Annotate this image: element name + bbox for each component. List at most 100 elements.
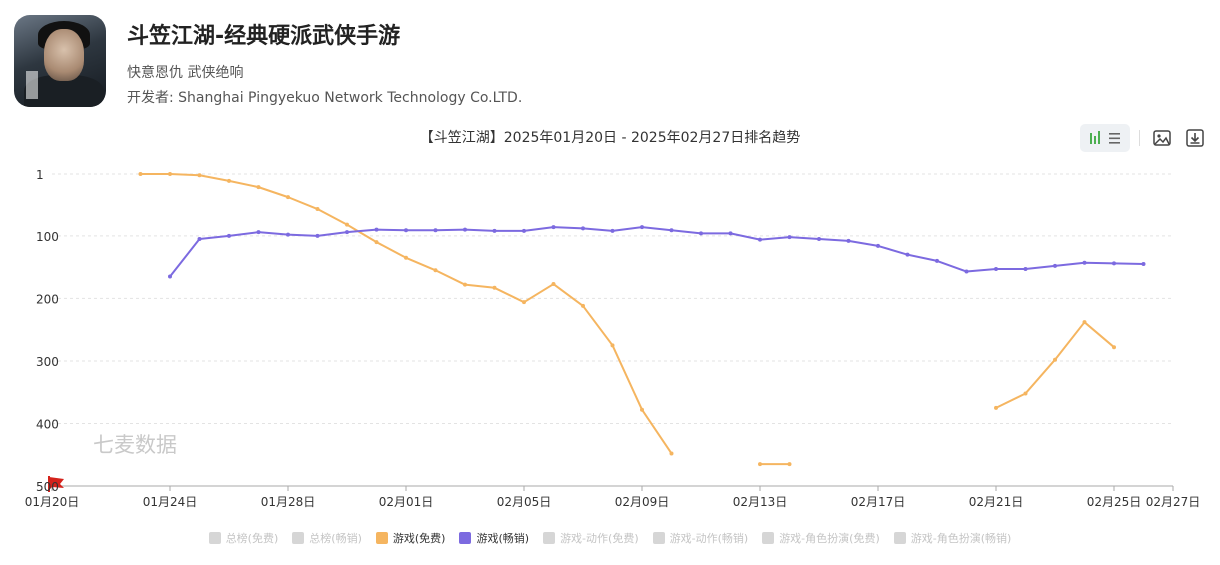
- image-icon: [1153, 130, 1171, 146]
- bar-chart-icon: [1090, 131, 1100, 144]
- data-point[interactable]: [1112, 261, 1116, 266]
- data-point[interactable]: [168, 274, 172, 279]
- data-point[interactable]: [1141, 262, 1146, 267]
- legend-item[interactable]: 游戏-动作(畅销): [652, 530, 748, 546]
- data-point[interactable]: [256, 230, 261, 235]
- data-point[interactable]: [227, 178, 231, 183]
- data-point[interactable]: [463, 282, 467, 287]
- y-tick-label: 100: [36, 230, 59, 244]
- chart-legend: 总榜(免费) 总榜(畅销) 游戏(免费) 游戏(畅销) 游戏-动作(免费) 游戏-动作(畅…: [0, 530, 1220, 546]
- app-developer: 开发者: Shanghai Pingyekuo Network Technolo…: [127, 90, 523, 106]
- data-point[interactable]: [404, 228, 408, 233]
- legend-swatch: [208, 532, 221, 544]
- data-point[interactable]: [876, 243, 880, 248]
- legend-item[interactable]: 总榜(免费): [208, 530, 278, 546]
- data-point[interactable]: [640, 407, 644, 412]
- data-point[interactable]: [522, 300, 526, 305]
- data-point[interactable]: [138, 172, 143, 176]
- data-point[interactable]: [640, 225, 644, 230]
- legend-swatch: [375, 532, 388, 544]
- data-point[interactable]: [758, 462, 762, 467]
- data-point[interactable]: [905, 252, 910, 257]
- legend-item[interactable]: 游戏-角色扮演(畅销): [893, 530, 1012, 546]
- data-point[interactable]: [581, 303, 585, 308]
- data-point[interactable]: [256, 185, 261, 190]
- data-point[interactable]: [492, 285, 497, 290]
- data-point[interactable]: [374, 227, 379, 232]
- legend-label: 游戏-角色扮演(免费): [779, 532, 880, 545]
- x-tick-label: 02月01日: [379, 495, 434, 509]
- legend-label: 游戏-角色扮演(畅销): [910, 532, 1012, 545]
- legend-item[interactable]: 游戏-动作(免费): [543, 530, 639, 546]
- data-point[interactable]: [669, 228, 674, 233]
- data-point[interactable]: [345, 222, 349, 227]
- data-point[interactable]: [758, 237, 762, 242]
- data-point[interactable]: [522, 228, 526, 233]
- data-point[interactable]: [787, 462, 792, 467]
- data-point[interactable]: [787, 235, 792, 240]
- watermark: 七麦数据: [93, 433, 177, 457]
- series-line: [140, 173, 673, 455]
- data-point[interactable]: [197, 237, 202, 242]
- legend-item[interactable]: 游戏(畅销): [459, 530, 529, 546]
- data-point[interactable]: [1023, 391, 1028, 396]
- data-point[interactable]: [1053, 263, 1057, 268]
- app-title: 斗笠江湖-经典硬派武侠手游: [127, 24, 401, 49]
- data-point[interactable]: [1082, 260, 1087, 265]
- legend-swatch: [893, 532, 906, 544]
- data-point[interactable]: [994, 405, 998, 410]
- data-point[interactable]: [492, 228, 497, 233]
- y-tick-label: 400: [36, 417, 59, 431]
- data-point[interactable]: [374, 240, 379, 245]
- data-point[interactable]: [433, 268, 438, 273]
- data-point[interactable]: [1023, 267, 1028, 272]
- data-point[interactable]: [197, 173, 202, 178]
- data-point[interactable]: [286, 232, 290, 237]
- data-point[interactable]: [1053, 357, 1057, 362]
- legend-item[interactable]: 游戏(免费): [375, 530, 446, 546]
- x-tick-label: 01月20日: [25, 495, 80, 509]
- data-point[interactable]: [551, 282, 556, 287]
- legend-item[interactable]: 总榜(畅销): [292, 530, 362, 546]
- series-line: [169, 226, 1144, 278]
- save-image-button[interactable]: [1148, 124, 1176, 152]
- download-button[interactable]: [1181, 124, 1209, 152]
- data-point[interactable]: [286, 195, 290, 200]
- download-icon: [1186, 129, 1204, 147]
- view-toggle-button[interactable]: [1080, 124, 1130, 152]
- data-point[interactable]: [964, 269, 969, 274]
- data-point[interactable]: [404, 255, 408, 260]
- data-point[interactable]: [935, 258, 939, 263]
- toolbar-separator: [1139, 130, 1140, 146]
- data-point[interactable]: [315, 233, 320, 238]
- series-grossing: [168, 225, 1146, 279]
- data-point[interactable]: [345, 230, 349, 235]
- legend-swatch: [459, 532, 472, 544]
- legend-swatch: [292, 532, 305, 544]
- y-tick-label: 300: [36, 355, 59, 369]
- data-point[interactable]: [699, 231, 703, 236]
- data-point[interactable]: [817, 237, 821, 242]
- chart-toolbar: [1080, 124, 1210, 152]
- data-point[interactable]: [1082, 320, 1087, 325]
- x-tick-label: 02月17日: [851, 495, 906, 509]
- data-point[interactable]: [581, 226, 585, 231]
- data-point[interactable]: [1112, 345, 1116, 350]
- x-tick-label: 02月09日: [615, 495, 670, 509]
- legend-item[interactable]: 游戏-角色扮演(免费): [762, 530, 880, 546]
- data-point[interactable]: [610, 343, 615, 348]
- series-free: [138, 172, 1116, 467]
- data-point[interactable]: [994, 267, 998, 272]
- data-point[interactable]: [168, 172, 172, 176]
- data-point[interactable]: [728, 231, 733, 236]
- data-point[interactable]: [669, 451, 674, 456]
- data-point[interactable]: [463, 227, 467, 232]
- y-tick-label: 500: [36, 480, 59, 494]
- legend-label: 游戏(免费): [392, 532, 446, 545]
- data-point[interactable]: [610, 228, 615, 233]
- data-point[interactable]: [551, 225, 556, 230]
- data-point[interactable]: [846, 238, 851, 243]
- data-point[interactable]: [433, 228, 438, 233]
- data-point[interactable]: [227, 233, 231, 238]
- data-point[interactable]: [315, 207, 320, 212]
